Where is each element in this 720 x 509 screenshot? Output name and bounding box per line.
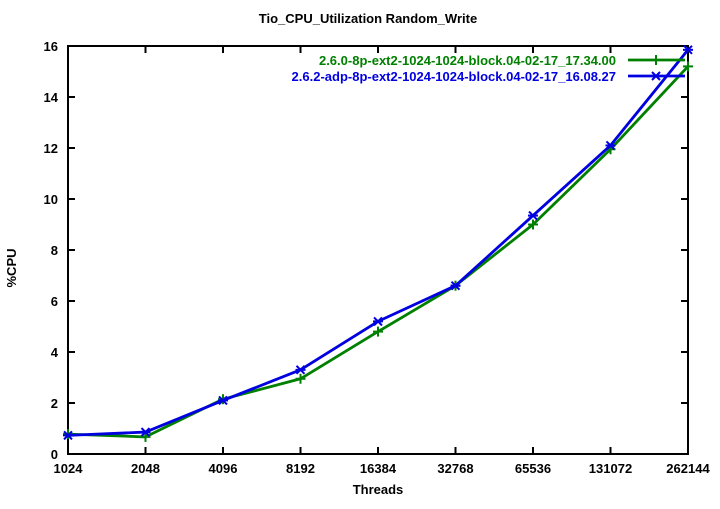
y-tick-label: 2 xyxy=(51,396,58,411)
plus-marker xyxy=(651,55,661,65)
y-tick-label: 6 xyxy=(51,294,58,309)
y-tick-label: 4 xyxy=(51,345,59,360)
legend-label: 2.6.0-8p-ext2-1024-1024-block.04-02-17_1… xyxy=(319,53,616,68)
plot-frame xyxy=(67,45,689,455)
y-tick-label: 8 xyxy=(51,243,58,258)
plus-marker xyxy=(683,61,693,72)
y-axis-label: %CPU xyxy=(4,248,19,287)
x-tick-label: 1024 xyxy=(54,461,84,476)
y-tick-label: 10 xyxy=(44,192,58,207)
asterisk-marker xyxy=(528,210,538,221)
legend: 2.6.0-8p-ext2-1024-1024-block.04-02-17_1… xyxy=(292,53,685,84)
asterisk-marker xyxy=(373,316,383,327)
asterisk-marker xyxy=(683,45,693,55)
asterisk-marker xyxy=(605,140,616,151)
asterisk-marker xyxy=(450,280,461,291)
legend-label: 2.6.2-adp-8p-ext2-1024-1024-block.04-02-… xyxy=(292,69,616,84)
plot-border xyxy=(67,45,689,455)
x-tick-label: 32768 xyxy=(437,461,473,476)
plus-marker xyxy=(528,219,538,230)
x-tick-label: 2048 xyxy=(131,461,160,476)
axis-ticks: 1024 2048 4096 8192 16384 32768 65536 131072 262… xyxy=(44,39,711,476)
series-line-1 xyxy=(67,48,690,437)
x-tick-label: 8192 xyxy=(286,461,315,476)
data-series xyxy=(63,45,693,442)
x-tick-label: 16384 xyxy=(360,461,397,476)
y-tick-label: 12 xyxy=(44,141,58,156)
plus-marker xyxy=(295,373,306,384)
asterisk-marker xyxy=(218,395,228,406)
asterisk-marker xyxy=(63,430,73,441)
plus-marker xyxy=(140,431,151,442)
x-tick-label: 131072 xyxy=(589,461,632,476)
y-tick-label: 16 xyxy=(44,39,58,54)
asterisk-marker xyxy=(140,427,151,437)
chart-title: Tio_CPU_Utilization Random_Write xyxy=(259,11,477,26)
asterisk-marker xyxy=(651,71,661,81)
x-tick-label: 65536 xyxy=(515,461,551,476)
y-tick-label: 0 xyxy=(51,447,58,462)
x-axis-label: Threads xyxy=(353,482,404,497)
x-tick-label: 4096 xyxy=(209,461,238,476)
y-tick-label: 14 xyxy=(44,90,59,105)
x-tick-label: 262144 xyxy=(666,461,710,476)
plus-marker xyxy=(373,326,383,337)
series-line-0 xyxy=(67,65,690,439)
asterisk-marker xyxy=(295,365,306,375)
